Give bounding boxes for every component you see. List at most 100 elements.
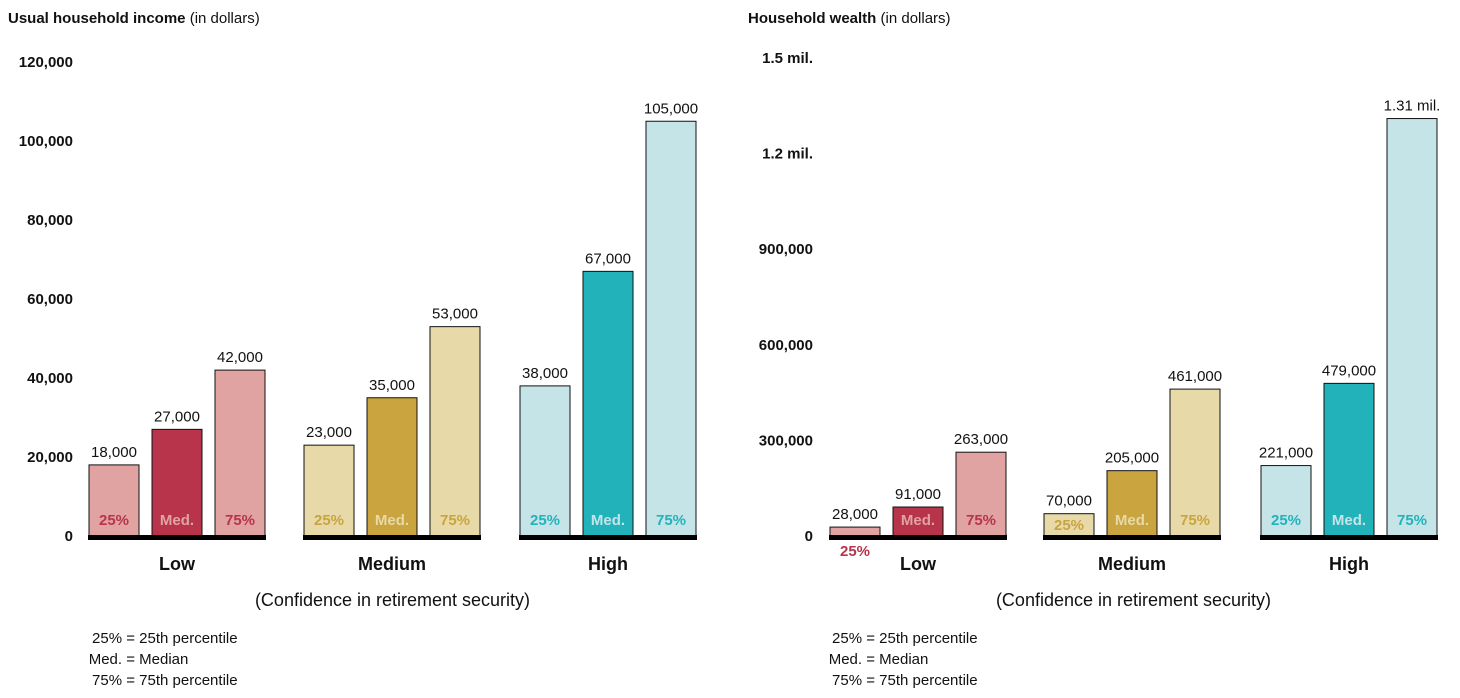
- chart-title-unit: (in dollars): [880, 10, 951, 27]
- legend-key: 25% =: [832, 630, 875, 647]
- data-label: 38,000: [522, 365, 568, 382]
- income-bar-chart: 0 20,000 40,000 60,000 80,000 100,000 120,000 1…: [19, 54, 698, 610]
- x-category-label: High: [588, 554, 628, 574]
- x-axis-label: (Confidence in retirement security): [996, 590, 1271, 610]
- data-label: 263,000: [954, 431, 1008, 448]
- legend-key: Med. =: [828, 651, 875, 668]
- legend-row-median: Med. = Median: [828, 649, 978, 670]
- bar-series-label: 75%: [1397, 512, 1427, 529]
- x-category-label: Low: [159, 554, 196, 574]
- legend-text: Median: [879, 651, 929, 668]
- data-label: 479,000: [1322, 362, 1376, 379]
- legend-key: 75% =: [832, 672, 875, 689]
- bar-series-label: 25%: [99, 512, 129, 529]
- data-label: 221,000: [1259, 445, 1313, 462]
- y-tick-label: 300,000: [759, 432, 813, 449]
- y-tick-label: 0: [805, 528, 813, 545]
- chart-title: Usual household income (in dollars): [8, 10, 260, 27]
- legend-row-median: Med. = Median: [88, 649, 238, 670]
- y-tick-label: 120,000: [19, 54, 73, 71]
- legend-text: Median: [139, 651, 189, 668]
- bar-series-label: 75%: [966, 512, 996, 529]
- bar-series-label: Med.: [1332, 512, 1366, 529]
- data-label: 28,000: [832, 506, 878, 523]
- group-baseline: [1260, 535, 1438, 540]
- bar: [892, 506, 944, 537]
- data-label: 27,000: [154, 408, 200, 425]
- legend-text: 75th percentile: [879, 672, 978, 689]
- bar: [1260, 465, 1312, 537]
- bar-series-label: 75%: [656, 512, 686, 529]
- bar: [1106, 470, 1158, 537]
- group-baseline: [1043, 535, 1221, 540]
- bar-series-label: 25%: [1054, 517, 1084, 534]
- data-label: 35,000: [369, 377, 415, 394]
- legend-text: 25th percentile: [139, 630, 238, 647]
- bar: [303, 444, 355, 537]
- bar-series-label: 25%: [840, 543, 870, 560]
- bar: [214, 369, 266, 537]
- y-tick-label: 0: [65, 528, 73, 545]
- bar-series-label: Med.: [375, 512, 409, 529]
- legend-text: 25th percentile: [879, 630, 978, 647]
- data-label: 53,000: [432, 306, 478, 323]
- bar: [1169, 388, 1221, 537]
- data-label: 105,000: [644, 100, 698, 117]
- legend-key: 25% =: [92, 630, 135, 647]
- data-label: 461,000: [1168, 368, 1222, 385]
- y-tick-label: 40,000: [27, 370, 73, 387]
- x-category-label: High: [1329, 554, 1369, 574]
- bar-series-label: 75%: [225, 512, 255, 529]
- x-category-label: Low: [900, 554, 937, 574]
- bar: [366, 397, 418, 537]
- bar-series-label: 25%: [530, 512, 560, 529]
- y-tick-label: 20,000: [27, 449, 73, 466]
- group-baseline: [88, 535, 266, 540]
- bar: [151, 428, 203, 537]
- bar: [829, 526, 881, 537]
- bar-series-label: Med.: [1115, 512, 1149, 529]
- legend: 25% = 25th percentile Med. = Median 75% …: [88, 628, 238, 691]
- y-tick-label: 80,000: [27, 212, 73, 229]
- bar-series-label: 25%: [314, 512, 344, 529]
- group-baseline: [519, 535, 697, 540]
- bar-series-label: 75%: [440, 512, 470, 529]
- bar: [582, 270, 634, 537]
- data-label: 42,000: [217, 349, 263, 366]
- data-label: 205,000: [1105, 450, 1159, 467]
- bar-series-label: Med.: [160, 512, 194, 529]
- bar-series-label: 75%: [1180, 512, 1210, 529]
- bar: [955, 451, 1007, 537]
- y-tick-label: 100,000: [19, 133, 73, 150]
- legend-row-25: 25% = 25th percentile: [828, 628, 978, 649]
- wealth-chart-panel: Household wealth (in dollars) 0 300,000 60…: [740, 0, 1460, 698]
- wealth-bar-chart: 0 300,000 600,000 900,000 1.2 mil. 1.5 mil. 28…: [759, 50, 1441, 610]
- data-label: 91,000: [895, 486, 941, 503]
- bar: [429, 326, 481, 537]
- bar: [645, 120, 697, 537]
- bar: [519, 385, 571, 537]
- income-chart-panel: Usual household income (in dollars) 0 20,…: [0, 0, 720, 698]
- bar: [1323, 382, 1375, 537]
- chart-title-unit: (in dollars): [189, 10, 260, 27]
- legend-row-75: 75% = 75th percentile: [828, 670, 978, 691]
- x-axis-label: (Confidence in retirement security): [255, 590, 530, 610]
- x-category-label: Medium: [1098, 554, 1166, 574]
- data-label: 23,000: [306, 424, 352, 441]
- legend: 25% = 25th percentile Med. = Median 75% …: [828, 628, 978, 691]
- data-label: 67,000: [585, 250, 631, 267]
- data-label: 1.31 mil.: [1384, 98, 1441, 115]
- x-category-label: Medium: [358, 554, 426, 574]
- legend-row-25: 25% = 25th percentile: [88, 628, 238, 649]
- data-label: 18,000: [91, 444, 137, 461]
- bar-series-label: 25%: [1271, 512, 1301, 529]
- legend-row-75: 75% = 75th percentile: [88, 670, 238, 691]
- legend-key: Med. =: [88, 651, 135, 668]
- chart-title-main: Household wealth: [748, 10, 877, 27]
- chart-title: Household wealth (in dollars): [748, 10, 951, 27]
- legend-text: 75th percentile: [139, 672, 238, 689]
- group-baseline: [303, 535, 481, 540]
- chart-title-main: Usual household income: [8, 10, 186, 27]
- bar: [88, 464, 140, 537]
- y-tick-label: 60,000: [27, 291, 73, 308]
